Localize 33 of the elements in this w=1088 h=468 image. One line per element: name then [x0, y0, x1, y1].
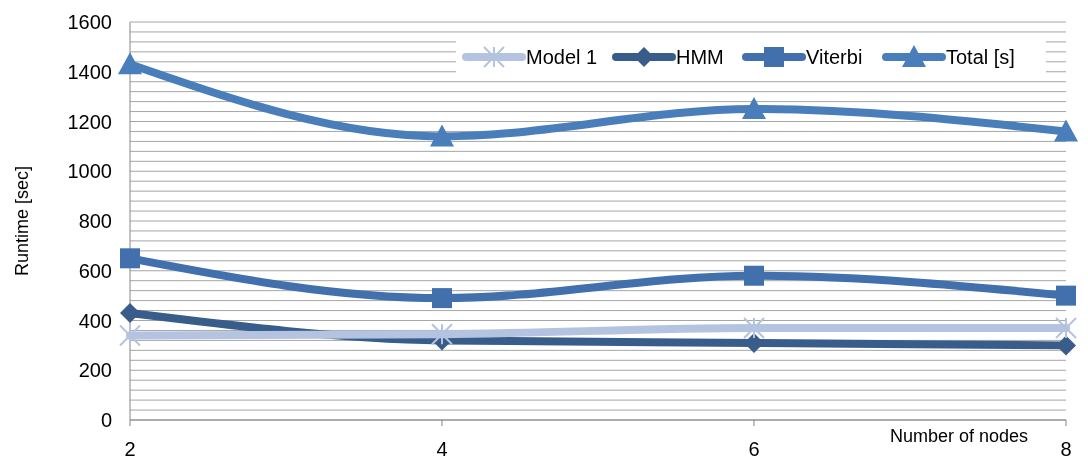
x-tick-label: 4 — [436, 438, 448, 460]
point — [743, 316, 765, 339]
point — [1054, 119, 1078, 142]
y-axis-title: Runtime [sec] — [12, 165, 32, 277]
point — [1055, 316, 1077, 339]
x-tick-label: 2 — [124, 438, 136, 460]
point — [432, 288, 452, 309]
point — [1056, 285, 1076, 306]
x-tick-label: 6 — [748, 438, 760, 460]
point — [1056, 335, 1076, 356]
y-tick-label: 200 — [78, 359, 112, 382]
legend-label: Model 1 — [526, 46, 598, 68]
y-tick-label: 1600 — [67, 11, 112, 33]
point — [744, 265, 764, 286]
point — [120, 303, 140, 324]
point — [120, 248, 140, 269]
y-tick-label: 1000 — [67, 160, 112, 183]
point — [118, 52, 142, 75]
x-tick-label: 8 — [1060, 438, 1072, 460]
point — [742, 97, 766, 120]
legend-label: Viterbi — [806, 46, 863, 68]
legend-label: Total [s] — [946, 46, 1015, 68]
point — [431, 323, 453, 346]
y-tick-label: 1400 — [67, 60, 112, 83]
point — [119, 324, 141, 347]
y-tick-label: 400 — [78, 309, 112, 332]
y-tick-label: 600 — [78, 259, 112, 282]
legend-label: HMM — [676, 46, 724, 68]
y-tick-label: 800 — [78, 210, 112, 232]
y-tick-label: 1200 — [67, 110, 112, 133]
point — [430, 124, 454, 147]
y-tick-label: 0 — [100, 409, 112, 431]
x-axis-title: Number of nodes — [889, 426, 1028, 446]
